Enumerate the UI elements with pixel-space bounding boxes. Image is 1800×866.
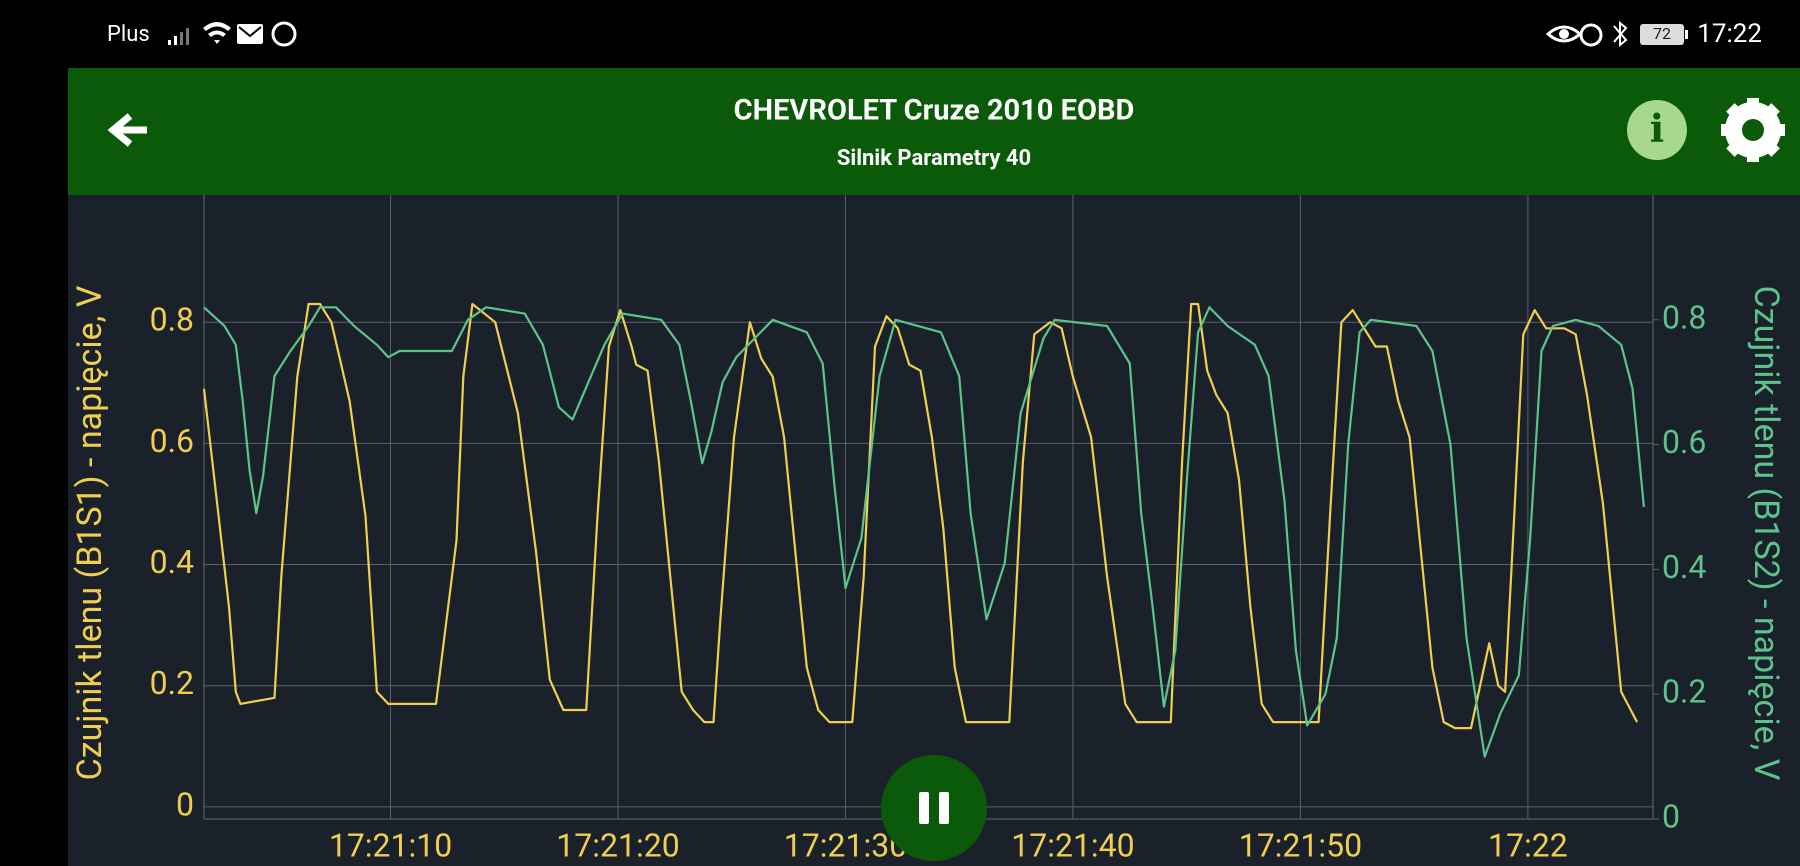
x-tick-label: 17:22 [1488,826,1568,864]
y-tick-label: 0 [176,785,194,823]
y-axis-title: Czujnik tlenu (B1S1) - napięcie, V [70,285,110,780]
status-icons [168,20,1688,48]
y-tick-label: 0.2 [150,664,194,702]
pause-button[interactable] [881,755,987,861]
x-tick-label: 17:21:40 [1011,826,1134,864]
y-tick-label: 0.6 [150,422,194,460]
y-tick-label: 0.8 [150,301,194,339]
x-tick-label: 17:21:10 [329,826,452,864]
header-title: CHEVROLET Cruze 2010 EOBD [734,94,1135,128]
y-tick-label: 0.4 [150,543,194,581]
chart-background [68,195,1800,866]
y2-tick-label: 0.2 [1662,673,1706,711]
plot: 17:21:10 17:21:20 17:21:30 17:21:40 17:21:50… [70,195,1786,864]
series-line [202,302,1639,730]
series-line [203,306,1645,758]
svg-text:i: i [1650,106,1664,151]
app-header [68,68,1800,195]
battery-level: 72 [1653,24,1671,43]
y2-tick-label: 0.4 [1662,548,1706,586]
y2-tick-label: 0 [1662,797,1680,835]
back-button[interactable] [107,113,147,147]
info-button[interactable]: i [1627,100,1687,160]
clock: 17:22 [1697,19,1762,49]
x-tick-label: 17:21:20 [556,826,679,864]
x-tick-label: 17:21:50 [1239,826,1362,864]
carrier: Plus [107,22,150,47]
y2-axis-title: Czujnik tlenu (B1S2) - napięcie, V [1746,286,1786,781]
settings-button[interactable] [1721,98,1785,162]
y2-tick-label: 0.8 [1662,298,1706,336]
y2-tick-label: 0.6 [1662,423,1706,461]
header-subtitle: Silnik Parametry 40 [837,146,1031,171]
x-tick-label: 17:21:30 [784,826,907,864]
